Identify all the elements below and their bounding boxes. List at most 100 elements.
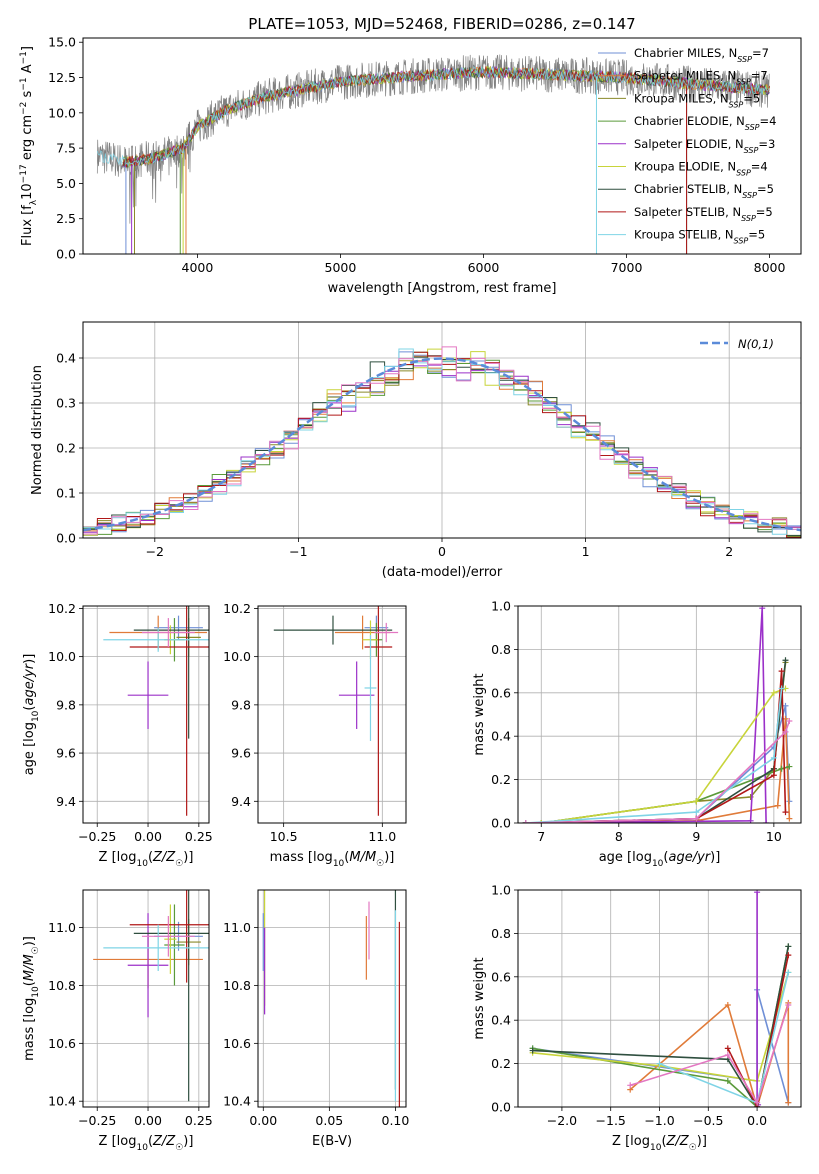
y-tick-label: 9.4 [56,794,76,809]
x-axis-label: (data-model)/error [382,565,503,580]
legend: Chabrier MILES, NSSP=7 Salpeter MILES, NS… [598,46,776,245]
axes-frame [82,37,802,255]
x-tick-label: 9 [692,829,700,844]
y-tick-label: 1.0 [491,883,511,898]
y-axis-label: age [log10(age/yr)] [22,654,41,776]
weight-marker [786,815,793,822]
y-tick-label: 10.4 [48,1094,76,1109]
weight-marker [693,798,700,805]
y-tick-label: 0.2 [491,772,511,787]
y-axis-label: Flux [fλ10−17 erg cm−2 s−1 A−1] [19,46,39,246]
weight-marker [782,702,789,709]
weight-marker [763,820,770,823]
y-tick-label: 0.6 [491,685,511,700]
y-tick-label: 1.0 [491,599,511,614]
x-tick-label: 0.0 [747,1113,767,1128]
weight-line [525,688,783,823]
weight-line [532,989,790,1103]
y-tick-label: 0.0 [56,531,76,546]
x-tick-label: 8 [615,829,623,844]
x-axis-label: E(B-V) [312,1134,352,1149]
weight-line [756,892,759,1107]
y-axis-label: mass weight [472,957,487,1039]
x-tick-label: −0.25 [78,1113,116,1128]
x-tick-label: 0.00 [134,1113,162,1128]
y-tick-label: 0.2 [56,441,76,456]
weight-marker [693,815,700,822]
x-tick-label: −2 [146,544,164,559]
chart-title: PLATE=1053, MJD=52468, FIBERID=0286, z=0… [248,15,635,33]
x-tick-label: 0.05 [315,1113,343,1128]
plot-area-spectrum [96,54,770,254]
x-tick-label: 0.25 [185,1113,213,1128]
weight-marker [724,1045,731,1052]
y-axis-label: mass weight [472,673,487,755]
histogram-line [83,346,801,535]
axes-frame [517,605,802,824]
model-line [96,66,770,167]
axes-frame [82,605,210,824]
x-tick-label: 10.5 [270,829,298,844]
y-tick-label: 7.5 [56,141,76,156]
y-tick-label: 10.0 [48,649,76,664]
weight-marker [693,809,700,816]
x-tick-label: 5000 [325,260,357,275]
x-axis-label: mass [log10(M/M☉)] [270,850,395,869]
legend-label: Chabrier STELIB, NSSP=5 [634,182,774,200]
x-axis-label: age [log10(age/yr)] [599,850,721,869]
x-tick-label: 7000 [611,260,643,275]
panel-mass-vs-z: −0.25 0.00 0.25 10.4 10.6 10.8 11.0 Z [log10(Z/… [22,889,213,1153]
weight-marker [754,1099,761,1106]
weight-marker [778,685,785,692]
axes-frame [257,889,407,1108]
y-tick-label: 9.6 [56,746,76,761]
weight-marker [778,668,785,675]
plot-area-mass-weight-vs-z [518,890,801,1107]
y-tick-label: 12.5 [48,70,76,85]
y-axis-label: Normed distribution [30,365,45,495]
weight-marker [522,820,529,823]
weight-line [532,946,790,1107]
y-axis-label: mass [log10(M/M☉)] [22,936,41,1061]
x-axis-label: wavelength [Angstrom, rest frame] [328,281,557,296]
weight-marker [627,1082,634,1089]
y-tick-label: 10.2 [223,601,251,616]
x-tick-label: 10 [766,829,782,844]
y-tick-label: 10.2 [48,601,76,616]
y-tick-label: 15.0 [48,35,76,50]
weight-marker [774,802,781,809]
model-line [122,65,770,168]
weight-marker [785,1002,792,1009]
weight-marker [782,728,789,735]
weight-line [525,720,791,823]
weight-marker [786,763,793,770]
weight-line [525,671,787,823]
panel-mass-weight-vs-z: −2.0 −1.5 −1.0 −0.5 0.0 0.0 0.2 0.4 0.6 0.8 1.0 Z [… [472,883,802,1153]
x-tick-label: −2.0 [547,1113,577,1128]
weight-line [541,687,786,823]
y-tick-label: 9.6 [231,746,251,761]
x-axis-label: Z [log10(Z/Z☉)] [99,850,194,869]
x-tick-label: 1 [582,544,590,559]
y-tick-label: 10.0 [223,649,251,664]
y-tick-label: 0.4 [491,1013,511,1028]
plot-area-mass-vs-z [83,890,209,1107]
x-tick-label: −1 [289,544,307,559]
weight-marker [538,820,545,823]
y-tick-label: 0.0 [491,1100,511,1115]
weight-marker [770,754,777,761]
legend-label: N(0,1) [738,337,774,351]
legend-label: Salpeter STELIB, NSSP=5 [634,205,773,223]
plot-area-residuals [83,322,801,538]
weight-marker [786,718,793,725]
weight-marker [724,1051,731,1058]
panel-spectrum: 4000 5000 6000 7000 8000 0.0 2.5 5.0 7.5 10.0 12.5… [19,15,802,296]
y-tick-label: 0.2 [491,1056,511,1071]
x-tick-label: −1.0 [644,1113,674,1128]
x-tick-label: −1.5 [596,1113,626,1128]
panel-residuals: −2 −1 0 1 2 0.0 0.1 0.2 0.3 0.4 N(0,1) (data-model)… [30,321,802,580]
weight-marker [770,772,777,779]
weight-marker [785,969,792,976]
x-tick-label: 4000 [182,260,214,275]
